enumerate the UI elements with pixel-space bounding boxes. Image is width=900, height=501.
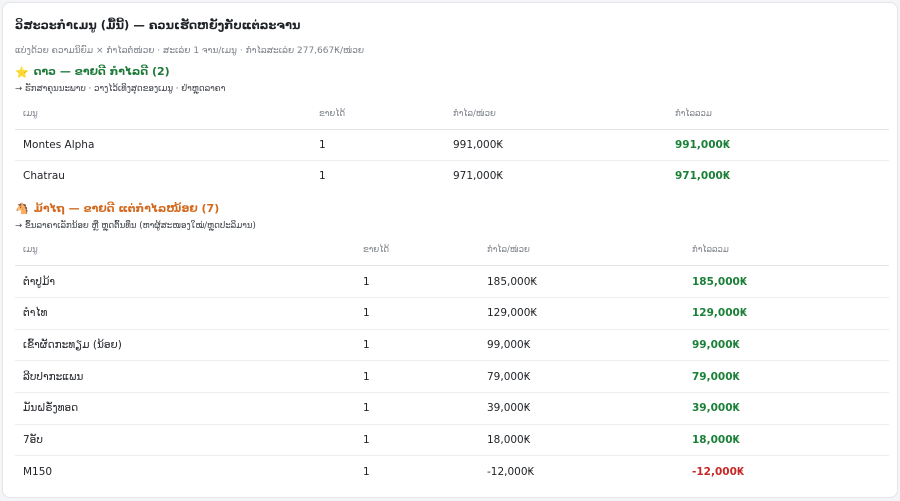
table-header-row: ເມນູ ຂາຍໄດ້ ກຳໄລ/ໜ່ວຍ ກຳໄລລວມ xyxy=(15,99,889,130)
stars-section-label: ດາວ — ຂາຍດີ ກຳໄລດີ (2) xyxy=(33,65,170,78)
total-profit-cell: 971,000₭ xyxy=(675,170,731,183)
stars-section-note: → ຮັກສາຄຸນນະພາບ · ວາງໄວ້ເທິງສຸດຂອງເມນູ ·… xyxy=(15,84,226,94)
sold-cell: 1 xyxy=(355,424,479,457)
menu-name-cell: Montes Alpha xyxy=(15,129,311,162)
table-row: ຕຳໄທ 1 129,000₭ 129,000₭ xyxy=(15,297,889,330)
unit-profit-cell: 971,000₭ xyxy=(453,170,504,183)
unit-profit-cell: 18,000₭ xyxy=(479,424,684,457)
menu-name-cell: ຕຳປູມ້າ xyxy=(15,265,355,298)
column-header-menu: ເມນູ xyxy=(15,99,311,130)
table-row: M150 1 -12,000₭ -12,000₭ xyxy=(15,456,889,488)
sold-cell: 1 xyxy=(355,265,479,298)
total-profit-cell: 991,000₭ xyxy=(667,129,889,162)
unit-profit-cell: 185,000₭ xyxy=(479,265,684,298)
column-header-total-profit: ກຳໄລລວມ xyxy=(684,235,889,267)
unit-profit-cell: 129,000₭ xyxy=(479,297,684,330)
table-row: ເຂົ້າຜັດກະທຽມ (ນ້ອຍ) 1 99,000₭ 99,000₭ xyxy=(15,329,889,362)
page-subtitle: ແບ່ງດ້ວຍ ຄວາມນິຍົມ × ກຳໄລຕໍ່ໜ່ວຍ · ສະເລ່… xyxy=(15,46,365,56)
stars-section-title: ⭐ ດາວ — ຂາຍດີ ກຳໄລດີ (2) xyxy=(15,63,887,81)
unit-profit-cell: -12,000₭ xyxy=(487,465,535,478)
total-profit-cell: 129,000₭ xyxy=(684,297,889,330)
column-header-unit-profit: ກຳໄລ/ໜ່ວຍ xyxy=(479,235,684,267)
menu-name-cell: ມັນຝຣັ່ງທອດ xyxy=(15,392,355,425)
sold-cell: 1 xyxy=(355,297,479,330)
total-profit-cell: -12,000₭ xyxy=(692,465,745,478)
unit-profit-cell: 79,000₭ xyxy=(479,360,684,393)
total-profit-cell: 185,000₭ xyxy=(684,265,889,298)
column-header-unit-profit: ກຳໄລ/ໜ່ວຍ xyxy=(445,99,667,130)
sold-cell: 1 xyxy=(363,465,370,478)
plowhorse-section-label: ມ້າໄຖ — ຂາຍດີ ແຕ່ກຳໄລໜ້ອຍ (7) xyxy=(33,201,220,215)
menu-name-cell: ຕຳໄທ xyxy=(15,297,355,330)
plowhorse-table: ເມນູ ຂາຍໄດ້ ກຳໄລ/ໜ່ວຍ ກຳໄລລວມ ຕຳປູມ້າ 1 … xyxy=(15,235,889,488)
total-profit-cell: 79,000₭ xyxy=(684,360,889,393)
column-header-sold: ຂາຍໄດ້ xyxy=(311,99,445,130)
sold-cell: 1 xyxy=(355,360,479,393)
column-header-menu: ເມນູ xyxy=(15,235,355,267)
unit-profit-cell: 99,000₭ xyxy=(479,329,684,362)
sold-cell: 1 xyxy=(319,170,326,183)
column-header-total-profit: ກຳໄລລວມ xyxy=(667,99,889,130)
menu-name-cell: Chatrau xyxy=(23,170,65,183)
table-row: Chatrau 1 971,000₭ 971,000₭ xyxy=(15,161,889,192)
total-profit-cell: 99,000₭ xyxy=(684,329,889,362)
table-row: ລີບປາກະແພນ 1 79,000₭ 79,000₭ xyxy=(15,360,889,393)
sold-cell: 1 xyxy=(355,392,479,425)
unit-profit-cell: 991,000₭ xyxy=(445,129,667,162)
menu-name-cell: ເຂົ້າຜັດກະທຽມ (ນ້ອຍ) xyxy=(15,329,355,362)
table-header-row: ເມນູ ຂາຍໄດ້ ກຳໄລ/ໜ່ວຍ ກຳໄລລວມ xyxy=(15,235,889,267)
stars-table: ເມນູ ຂາຍໄດ້ ກຳໄລ/ໜ່ວຍ ກຳໄລລວມ Montes Alp… xyxy=(15,99,889,192)
table-row: 7ອັບ 1 18,000₭ 18,000₭ xyxy=(15,424,889,457)
page-title: ວິສະວະກຳເມນູ (ມື້ນີ້) — ຄວນເຮັດຫຍັງກັບແຕ… xyxy=(15,18,301,32)
total-profit-cell: 39,000₭ xyxy=(684,392,889,425)
menu-name-cell: 7ອັບ xyxy=(15,424,355,457)
sold-cell: 1 xyxy=(355,329,479,362)
star-icon: ⭐ xyxy=(15,65,29,79)
table-row: Montes Alpha 1 991,000₭ 991,000₭ xyxy=(15,129,889,162)
total-profit-cell: 18,000₭ xyxy=(684,424,889,457)
menu-name-cell: ລີບປາກະແພນ xyxy=(15,360,355,393)
menu-name-cell: M150 xyxy=(23,465,53,478)
column-header-sold: ຂາຍໄດ້ xyxy=(355,235,479,267)
table-row: ມັນຝຣັ່ງທອດ 1 39,000₭ 39,000₭ xyxy=(15,392,889,425)
sold-cell: 1 xyxy=(311,129,445,162)
table-row: ຕຳປູມ້າ 1 185,000₭ 185,000₭ xyxy=(15,265,889,298)
horse-icon: 🐴 xyxy=(15,202,29,216)
unit-profit-cell: 39,000₭ xyxy=(479,392,684,425)
plowhorse-section-note: → ຂຶ້ນລາຄາເລັກນ້ອຍ ຫຼື ຫຼຸດຕົ້ນທຶນ (ຫາຜູ… xyxy=(15,220,256,231)
plowhorse-section-title: 🐴 ມ້າໄຖ — ຂາຍດີ ແຕ່ກຳໄລໜ້ອຍ (7) xyxy=(15,200,887,218)
